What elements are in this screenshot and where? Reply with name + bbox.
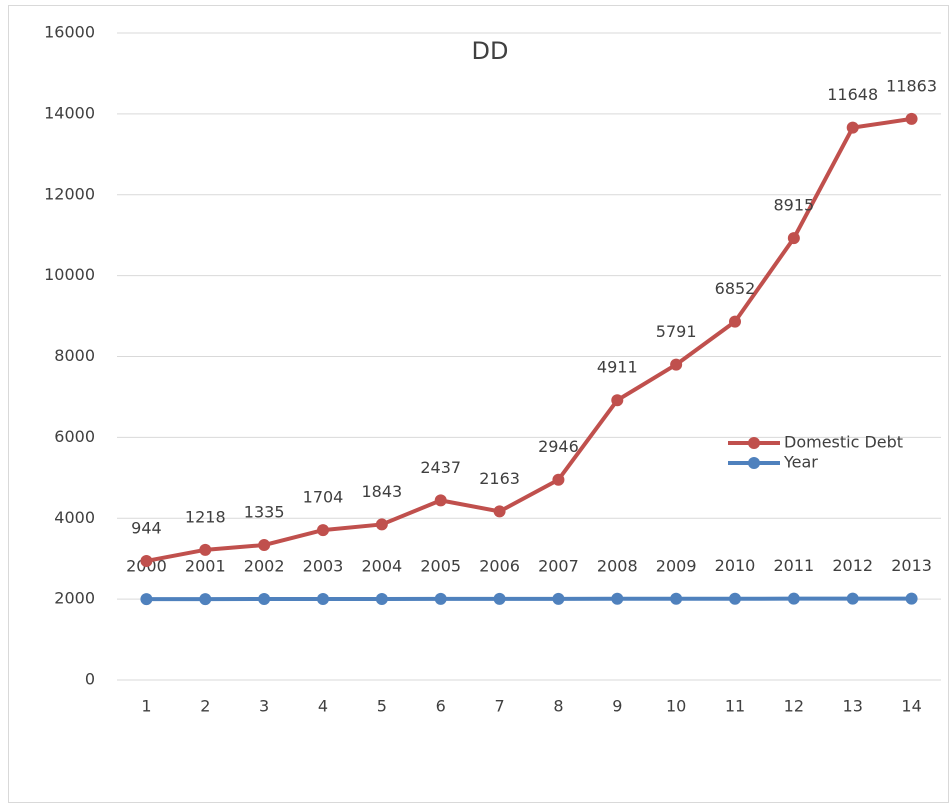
data-point (552, 473, 565, 486)
x-tick-label: 10 (666, 697, 686, 716)
data-label: 944 (131, 518, 162, 537)
x-tick-label: 14 (901, 697, 921, 716)
data-label: 2437 (420, 458, 461, 477)
chart-title: DD (472, 37, 509, 65)
data-point (317, 593, 329, 606)
data-label: 8915 (773, 196, 814, 215)
x-tick-label: 12 (784, 697, 804, 716)
data-point (846, 592, 859, 605)
data-point (729, 592, 741, 605)
data-label: 4911 (597, 358, 638, 377)
legend-marker (748, 457, 760, 469)
data-label: 1335 (244, 503, 285, 522)
data-label: 2001 (185, 557, 226, 576)
data-point (846, 121, 859, 134)
data-point (552, 592, 565, 605)
data-point (905, 112, 918, 125)
data-point (611, 394, 624, 407)
data-label: 2003 (303, 557, 344, 576)
data-point (611, 592, 624, 605)
data-point (258, 593, 271, 606)
data-point (493, 592, 506, 605)
y-tick-label: 10000 (44, 265, 95, 284)
data-label: 11648 (827, 85, 878, 104)
data-label: 1704 (303, 488, 344, 507)
data-point (729, 315, 741, 328)
y-tick-label: 2000 (54, 589, 95, 608)
x-tick-label: 7 (494, 697, 504, 716)
legend-label: Year (783, 453, 818, 472)
series-line (146, 116, 912, 563)
x-tick-label: 6 (436, 697, 446, 716)
x-tick-label: 9 (612, 697, 622, 716)
legend-marker (748, 437, 760, 449)
data-label: 2005 (420, 556, 461, 575)
data-label: 2946 (538, 437, 579, 456)
data-point (670, 592, 683, 605)
y-tick-label: 0 (85, 670, 95, 689)
x-tick-label: 2 (200, 697, 210, 716)
data-point (140, 554, 153, 567)
data-label: 11863 (886, 76, 937, 95)
data-point (434, 592, 447, 605)
data-label: 2010 (715, 556, 756, 575)
x-tick-label: 13 (843, 697, 863, 716)
data-label: 2007 (538, 556, 579, 575)
data-label: 2002 (244, 557, 285, 576)
data-label: 5791 (656, 322, 697, 341)
data-label: 2004 (361, 556, 402, 575)
data-label: 2013 (891, 556, 932, 575)
chart-border (8, 5, 949, 803)
series-line (146, 596, 912, 602)
data-label: 2163 (479, 469, 520, 488)
data-point (670, 358, 683, 371)
data-point (140, 593, 153, 606)
data-label: 2012 (832, 556, 873, 575)
data-point (199, 543, 212, 556)
y-tick-label: 14000 (44, 103, 95, 122)
data-point (493, 505, 506, 518)
y-tick-label: 16000 (44, 23, 95, 42)
data-point (787, 592, 800, 605)
data-label: 2006 (479, 556, 520, 575)
x-tick-label: 11 (725, 697, 745, 716)
y-tick-label: 4000 (54, 508, 95, 527)
data-point (375, 592, 388, 605)
x-tick-label: 3 (259, 697, 269, 716)
data-point (434, 494, 447, 507)
x-tick-label: 8 (553, 697, 563, 716)
x-tick-label: 5 (377, 697, 387, 716)
data-point (905, 592, 918, 605)
data-point (258, 539, 271, 552)
data-label: 6852 (715, 279, 756, 298)
data-point (317, 524, 329, 537)
y-tick-label: 6000 (54, 427, 95, 446)
data-label: 2009 (656, 556, 697, 575)
y-tick-label: 12000 (44, 184, 95, 203)
y-tick-label: 8000 (54, 346, 95, 365)
data-label: 2011 (773, 556, 814, 575)
data-label: 1843 (361, 482, 402, 501)
x-tick-label: 1 (141, 697, 151, 716)
data-point (375, 518, 388, 531)
legend-label: Domestic Debt (784, 433, 903, 452)
x-tick-label: 4 (318, 697, 328, 716)
data-point (199, 593, 212, 606)
data-point (787, 232, 800, 245)
data-label: 1218 (185, 507, 226, 526)
data-label: 2008 (597, 556, 638, 575)
